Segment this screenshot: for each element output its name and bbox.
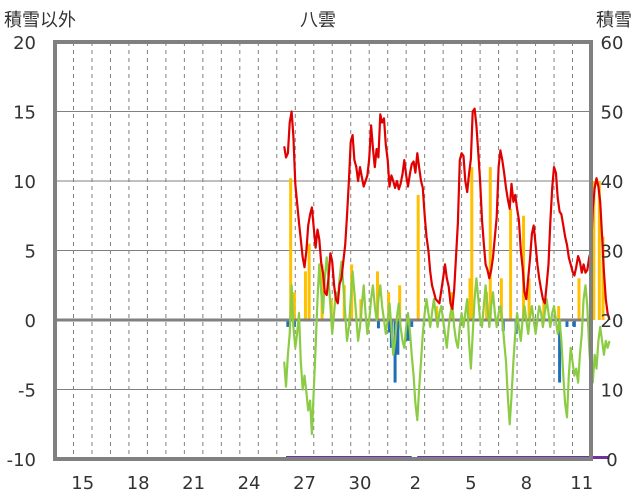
left-tick-label: 20 xyxy=(13,33,36,54)
negative-bar xyxy=(565,320,569,327)
negative-bar xyxy=(558,320,562,383)
precip-bar xyxy=(577,278,581,320)
plot-frame xyxy=(53,40,593,461)
right-tick-label: 20 xyxy=(601,311,624,332)
negative-bar xyxy=(388,320,392,333)
precip-bar xyxy=(488,167,492,320)
precip-bar xyxy=(292,292,296,320)
negative-bar xyxy=(396,320,400,355)
precip-bar xyxy=(416,194,420,320)
left-tick-label: 0 xyxy=(25,311,36,332)
x-tick-label: 11 xyxy=(570,473,593,494)
negative-bar xyxy=(406,320,410,341)
right-tick-label: 10 xyxy=(601,381,624,402)
x-tick-label: 30 xyxy=(349,473,372,494)
left-tick-label: 15 xyxy=(13,103,36,124)
frame-layer xyxy=(53,40,593,461)
precip-bar xyxy=(307,243,311,320)
left-tick-label: -5 xyxy=(18,381,36,402)
negative-bar xyxy=(393,320,397,383)
precip-bar xyxy=(557,306,561,320)
precip-bar xyxy=(376,271,380,320)
x-tick-label: 18 xyxy=(127,473,150,494)
precip-bar xyxy=(470,167,474,320)
negative-bar xyxy=(286,320,290,327)
left-tick-label: -10 xyxy=(7,450,36,471)
precip-bar xyxy=(597,181,601,320)
precip-bar xyxy=(509,208,513,320)
x-tick-label: 27 xyxy=(293,473,316,494)
negative-bar xyxy=(410,320,414,327)
x-tick-label: 8 xyxy=(521,473,532,494)
precip-bar xyxy=(398,285,402,320)
chart-title: 八雲 xyxy=(300,10,336,31)
right-tick-label: 0 xyxy=(606,450,617,471)
right-axis-title: 積雪 xyxy=(596,10,632,31)
precip-bar xyxy=(289,178,293,320)
negative-bar xyxy=(572,320,576,327)
precip-bar xyxy=(542,299,546,320)
left-tick-label: 5 xyxy=(25,242,36,263)
grid-layer xyxy=(55,42,591,459)
left-axis-title: 積雪以外 xyxy=(4,10,76,31)
x-tick-label: 5 xyxy=(465,473,476,494)
right-tick-label: 50 xyxy=(601,103,624,124)
negative-bar xyxy=(292,320,296,327)
right-tick-label: 30 xyxy=(601,242,624,263)
right-tick-label: 60 xyxy=(601,33,624,54)
precip-bar xyxy=(303,271,307,320)
x-tick-label: 2 xyxy=(410,473,421,494)
precip-bar xyxy=(592,181,596,320)
series-red-line xyxy=(283,107,611,321)
right-tick-label: 40 xyxy=(601,172,624,193)
x-tick-label: 15 xyxy=(71,473,94,494)
precip-bar xyxy=(499,278,503,320)
negative-bar xyxy=(376,320,380,329)
left-tick-label: 10 xyxy=(13,172,36,193)
precip-bar xyxy=(468,278,472,320)
precip-bar xyxy=(601,236,605,320)
x-tick-label: 24 xyxy=(238,473,261,494)
x-tick-label: 21 xyxy=(182,473,205,494)
precip-bar xyxy=(527,278,531,320)
